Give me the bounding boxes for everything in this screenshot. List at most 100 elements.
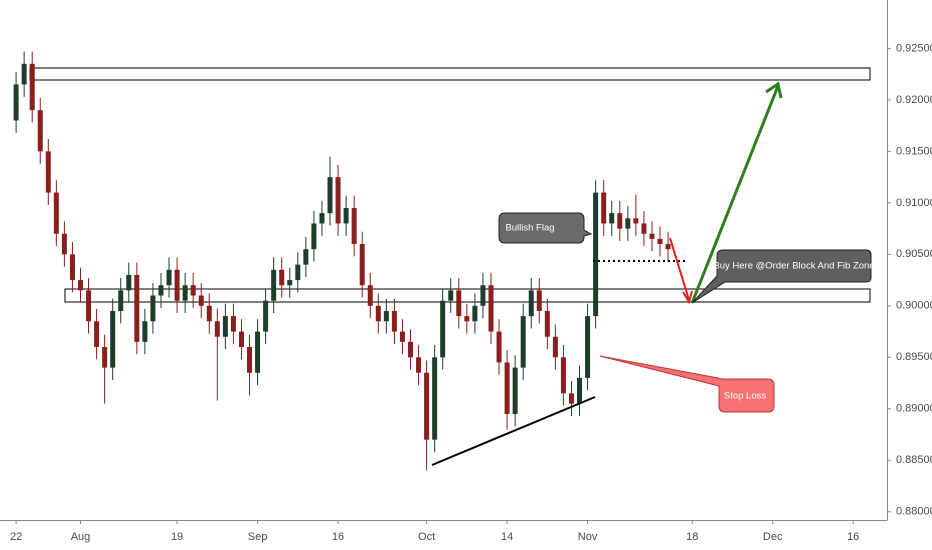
candle-body — [609, 213, 615, 224]
candle-body — [625, 218, 631, 229]
x-tick-label: 14 — [501, 531, 513, 543]
candle-body — [488, 285, 494, 332]
candle-body — [359, 244, 365, 286]
candle-body — [77, 280, 83, 291]
candle-body — [214, 321, 220, 337]
ticks: 0.88000 0.88500 0.89000 0.89500 0.90000 0.905… — [10, 42, 932, 543]
x-tick-label: 19 — [171, 531, 183, 543]
candle-body — [311, 223, 317, 250]
x-tick-label: Aug — [71, 531, 91, 543]
x-tick-label: Oct — [418, 531, 435, 543]
candle-body — [577, 377, 583, 404]
candle-body — [391, 310, 397, 332]
x-tick-label: Sep — [248, 531, 268, 543]
candle-body — [190, 285, 196, 296]
candle-body — [142, 321, 148, 342]
candle-body — [593, 192, 599, 317]
trendline — [431, 396, 596, 466]
y-tick-label: 0.92500 — [896, 42, 932, 54]
candle-body — [560, 357, 566, 394]
candle-body — [61, 233, 67, 255]
candle-body — [206, 305, 212, 322]
candle-body — [327, 177, 333, 214]
candle-body — [472, 305, 478, 322]
candle-body — [110, 310, 116, 368]
candle-body — [255, 331, 261, 373]
candle-body — [271, 269, 277, 301]
green-arrow — [690, 85, 780, 304]
candle-body — [367, 285, 373, 306]
candle-body — [351, 208, 357, 245]
candle-body — [448, 290, 454, 301]
candle-body — [263, 300, 269, 332]
candle-body — [383, 310, 389, 322]
candle-body — [641, 223, 647, 234]
x-tick-label: 16 — [847, 531, 859, 543]
annotation: Stop Loss — [724, 391, 766, 402]
candle-body — [319, 213, 325, 224]
candle-body — [343, 208, 349, 224]
candle-body — [222, 316, 228, 337]
candle-body — [21, 63, 27, 85]
candle-body — [134, 274, 140, 342]
red-arrow-head — [682, 290, 693, 305]
y-tick-label: 0.92000 — [896, 94, 932, 106]
candle-body — [86, 290, 92, 322]
green-arrow-head — [765, 81, 783, 99]
candle-body — [544, 310, 550, 337]
candle-body — [198, 295, 204, 306]
x-tick-label: Dec — [763, 531, 783, 543]
x-tick-label: Nov — [578, 531, 598, 543]
candle-body — [174, 269, 180, 301]
candle-body — [665, 244, 671, 250]
annotation: Buy Here @Order Block And Fib Zone — [713, 261, 874, 272]
candle-body — [182, 285, 188, 301]
candle-body — [238, 331, 244, 348]
callout-buy — [691, 249, 872, 304]
candle-body — [37, 110, 43, 152]
candle-body — [13, 84, 19, 121]
candle-body — [432, 357, 438, 440]
y-tick-label: 0.91500 — [896, 145, 932, 157]
candle-body — [126, 274, 132, 291]
candle-body — [649, 233, 655, 239]
drawings: Bullish Flag Buy Here @Order Block And F… — [431, 81, 875, 466]
annotation: Bullish Flag — [505, 223, 554, 234]
candle-body — [633, 218, 639, 224]
candles — [13, 51, 671, 471]
candle-body — [94, 321, 100, 348]
y-tick-label: 0.88500 — [896, 454, 932, 466]
order-block-zone — [64, 288, 871, 303]
candle-body — [617, 213, 623, 229]
candle-body — [585, 316, 591, 378]
x-tick-label: 18 — [686, 531, 698, 543]
candle-body — [480, 285, 486, 306]
zones — [29, 67, 871, 303]
y-tick-label: 0.89000 — [896, 403, 932, 415]
candle-body — [295, 264, 301, 281]
candle-body — [118, 290, 124, 311]
candle-body — [230, 316, 236, 332]
candle-body — [416, 357, 422, 373]
x-tick-label: 22 — [10, 531, 22, 543]
candle-body — [303, 249, 309, 265]
candle-body — [166, 269, 172, 286]
candle-body — [657, 238, 663, 245]
candle-body — [504, 362, 510, 414]
candle-body — [520, 316, 526, 368]
candle-body — [279, 269, 285, 286]
candle-body — [150, 295, 156, 322]
candle-body — [424, 372, 430, 440]
x-tick-label: 16 — [332, 531, 344, 543]
candle-body — [456, 290, 462, 317]
candle-body — [399, 331, 405, 342]
y-tick-label: 0.88000 — [896, 506, 932, 518]
candle-body — [464, 316, 470, 322]
candle-body — [102, 347, 108, 368]
candle-body — [45, 151, 51, 193]
candle-body — [69, 254, 75, 281]
candle-body — [158, 285, 164, 296]
candle-body — [552, 336, 558, 358]
candle-body — [53, 192, 59, 234]
